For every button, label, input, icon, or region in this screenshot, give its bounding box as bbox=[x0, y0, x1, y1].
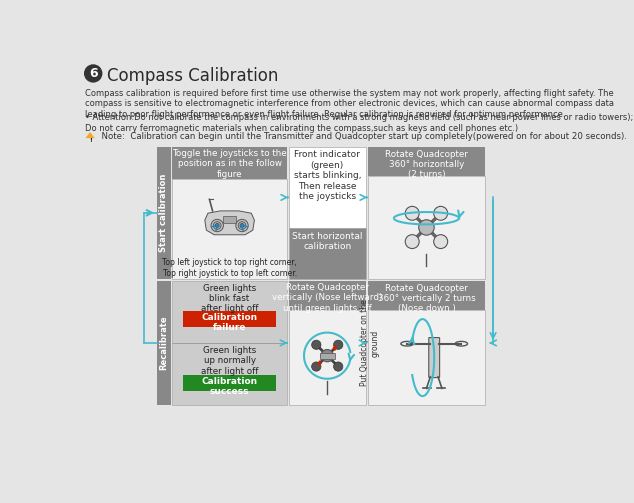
Circle shape bbox=[211, 219, 223, 232]
Polygon shape bbox=[333, 345, 337, 351]
Circle shape bbox=[321, 350, 333, 362]
Bar bbox=[368, 281, 486, 310]
Bar bbox=[288, 310, 366, 405]
Text: 6: 6 bbox=[89, 67, 98, 80]
Circle shape bbox=[216, 224, 219, 227]
Text: Rotate Quadcopter
360° horizontally
(2 turns): Rotate Quadcopter 360° horizontally (2 t… bbox=[385, 150, 468, 180]
Circle shape bbox=[434, 206, 448, 220]
FancyBboxPatch shape bbox=[223, 215, 236, 223]
Text: Start horizontal
calibration: Start horizontal calibration bbox=[292, 232, 363, 252]
Text: Front indicator
(green)
starts blinking,
Then release
the joysticks: Front indicator (green) starts blinking,… bbox=[294, 150, 361, 201]
Text: !: ! bbox=[89, 138, 91, 143]
Bar bbox=[288, 146, 366, 228]
Circle shape bbox=[312, 340, 321, 350]
Bar bbox=[183, 311, 276, 327]
Text: Rotate Quadcopter
vertically (Nose leftward)
until green lights off: Rotate Quadcopter vertically (Nose leftw… bbox=[272, 283, 382, 313]
Text: Top left joystick to top right corner,
Top right joystick to top left corner.: Top left joystick to top right corner, T… bbox=[162, 258, 297, 278]
Text: Green lights
blink fast
after light off: Green lights blink fast after light off bbox=[201, 284, 258, 313]
Text: • Attention:Do not calibrate the compass in environments with a strong magnetic : • Attention:Do not calibrate the compass… bbox=[86, 114, 634, 133]
Text: Recalibrate: Recalibrate bbox=[159, 316, 168, 370]
Bar bbox=[288, 281, 366, 310]
Bar bbox=[172, 146, 287, 179]
Text: Calibration
success: Calibration success bbox=[202, 377, 257, 396]
FancyBboxPatch shape bbox=[320, 353, 335, 359]
Circle shape bbox=[85, 65, 101, 82]
Circle shape bbox=[213, 222, 221, 229]
Bar bbox=[157, 146, 171, 279]
Circle shape bbox=[405, 206, 419, 220]
FancyBboxPatch shape bbox=[429, 338, 439, 378]
Circle shape bbox=[333, 340, 343, 350]
Bar bbox=[368, 146, 486, 176]
Bar bbox=[368, 310, 486, 405]
Circle shape bbox=[236, 219, 248, 232]
Bar bbox=[172, 343, 287, 405]
Circle shape bbox=[434, 235, 448, 248]
Circle shape bbox=[240, 224, 244, 227]
Circle shape bbox=[333, 362, 343, 371]
Polygon shape bbox=[205, 211, 254, 235]
Text: Start calibration: Start calibration bbox=[159, 174, 168, 252]
Text: Note:  Calibration can begin until the Transmitter and Quadcopter start up compl: Note: Calibration can begin until the Tr… bbox=[96, 132, 627, 141]
Circle shape bbox=[238, 222, 246, 229]
Circle shape bbox=[312, 362, 321, 371]
Text: Rotate Quadcopter
360° vertically 2 turns
(Nose down ): Rotate Quadcopter 360° vertically 2 turn… bbox=[378, 284, 476, 313]
Bar bbox=[172, 281, 287, 343]
Text: Put Quadcopter on the
ground: Put Quadcopter on the ground bbox=[360, 300, 380, 386]
Bar bbox=[157, 281, 171, 405]
Bar bbox=[172, 179, 287, 279]
Text: Compass calibration is required before first time use otherwise the system may n: Compass calibration is required before f… bbox=[86, 89, 614, 119]
Circle shape bbox=[405, 235, 419, 248]
Polygon shape bbox=[86, 132, 94, 138]
Text: Calibration
failure: Calibration failure bbox=[202, 313, 257, 332]
Circle shape bbox=[418, 220, 434, 235]
Text: Toggle the joysticks to the
position as in the follow
figure: Toggle the joysticks to the position as … bbox=[172, 149, 287, 179]
Text: Green lights
up normally
after light off: Green lights up normally after light off bbox=[201, 346, 258, 376]
Bar bbox=[183, 375, 276, 391]
Bar bbox=[288, 228, 366, 279]
Text: Compass Calibration: Compass Calibration bbox=[107, 67, 278, 86]
Bar bbox=[368, 176, 486, 279]
Polygon shape bbox=[317, 360, 322, 366]
